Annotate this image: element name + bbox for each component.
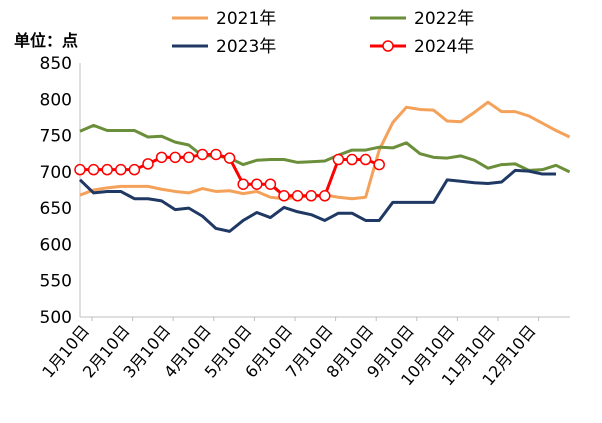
y-tick-label: 600 xyxy=(40,235,72,255)
legend-item: 2021年 xyxy=(172,9,276,29)
legend-label: 2024年 xyxy=(414,37,474,57)
y-tick-label: 700 xyxy=(40,163,72,183)
legend-item: 2023年 xyxy=(172,37,276,57)
data-point-2024年 xyxy=(142,158,154,170)
series-2022年 xyxy=(79,123,571,174)
data-point-2024年 xyxy=(183,151,195,164)
data-point-2024年 xyxy=(373,158,385,171)
legend-item: 2024年 xyxy=(370,37,474,57)
series-2023年 xyxy=(78,168,556,233)
data-point-2024年 xyxy=(128,163,141,176)
data-point-2024年 xyxy=(223,152,236,164)
series-line-2023年 xyxy=(78,168,556,233)
data-point-2024年 xyxy=(332,153,345,166)
y-tick-label: 650 xyxy=(40,199,72,219)
data-point-2024年 xyxy=(196,148,209,161)
y-tick-label: 850 xyxy=(40,54,72,74)
series-2021年 xyxy=(79,100,571,201)
unit-label: 单位：点 xyxy=(14,31,78,50)
y-tick-label: 750 xyxy=(40,127,72,147)
data-point-2024年 xyxy=(237,178,249,190)
data-point-2024年 xyxy=(74,163,86,176)
legend-label: 2023年 xyxy=(216,37,276,57)
data-point-2024年 xyxy=(291,190,304,202)
y-tick-label: 800 xyxy=(40,90,72,110)
data-point-2024年 xyxy=(115,163,127,176)
y-tick-label: 550 xyxy=(40,272,72,292)
series-line-2021年 xyxy=(79,100,571,201)
data-point-2024年 xyxy=(210,148,222,161)
data-point-2024年 xyxy=(169,151,181,164)
legend-label: 2021年 xyxy=(216,9,276,29)
data-point-2024年 xyxy=(359,153,372,166)
series-2024年 xyxy=(74,148,385,202)
data-point-2024年 xyxy=(101,163,113,176)
data-point-2024年 xyxy=(319,190,331,202)
data-point-2024年 xyxy=(278,190,290,202)
data-point-2024年 xyxy=(264,178,277,190)
legend-label: 2022年 xyxy=(414,9,474,29)
legend-marker xyxy=(382,40,394,52)
data-point-2024年 xyxy=(305,190,317,202)
data-point-2024年 xyxy=(87,163,100,176)
data-point-2024年 xyxy=(251,178,263,190)
series-line-2022年 xyxy=(79,123,571,174)
series-layer xyxy=(74,100,571,233)
y-tick-label: 500 xyxy=(40,308,72,328)
legend-item: 2022年 xyxy=(370,9,474,29)
data-point-2024年 xyxy=(155,151,168,164)
legend: 2021年 2022年 2023年 2024年 xyxy=(172,9,474,57)
data-point-2024年 xyxy=(346,153,358,166)
